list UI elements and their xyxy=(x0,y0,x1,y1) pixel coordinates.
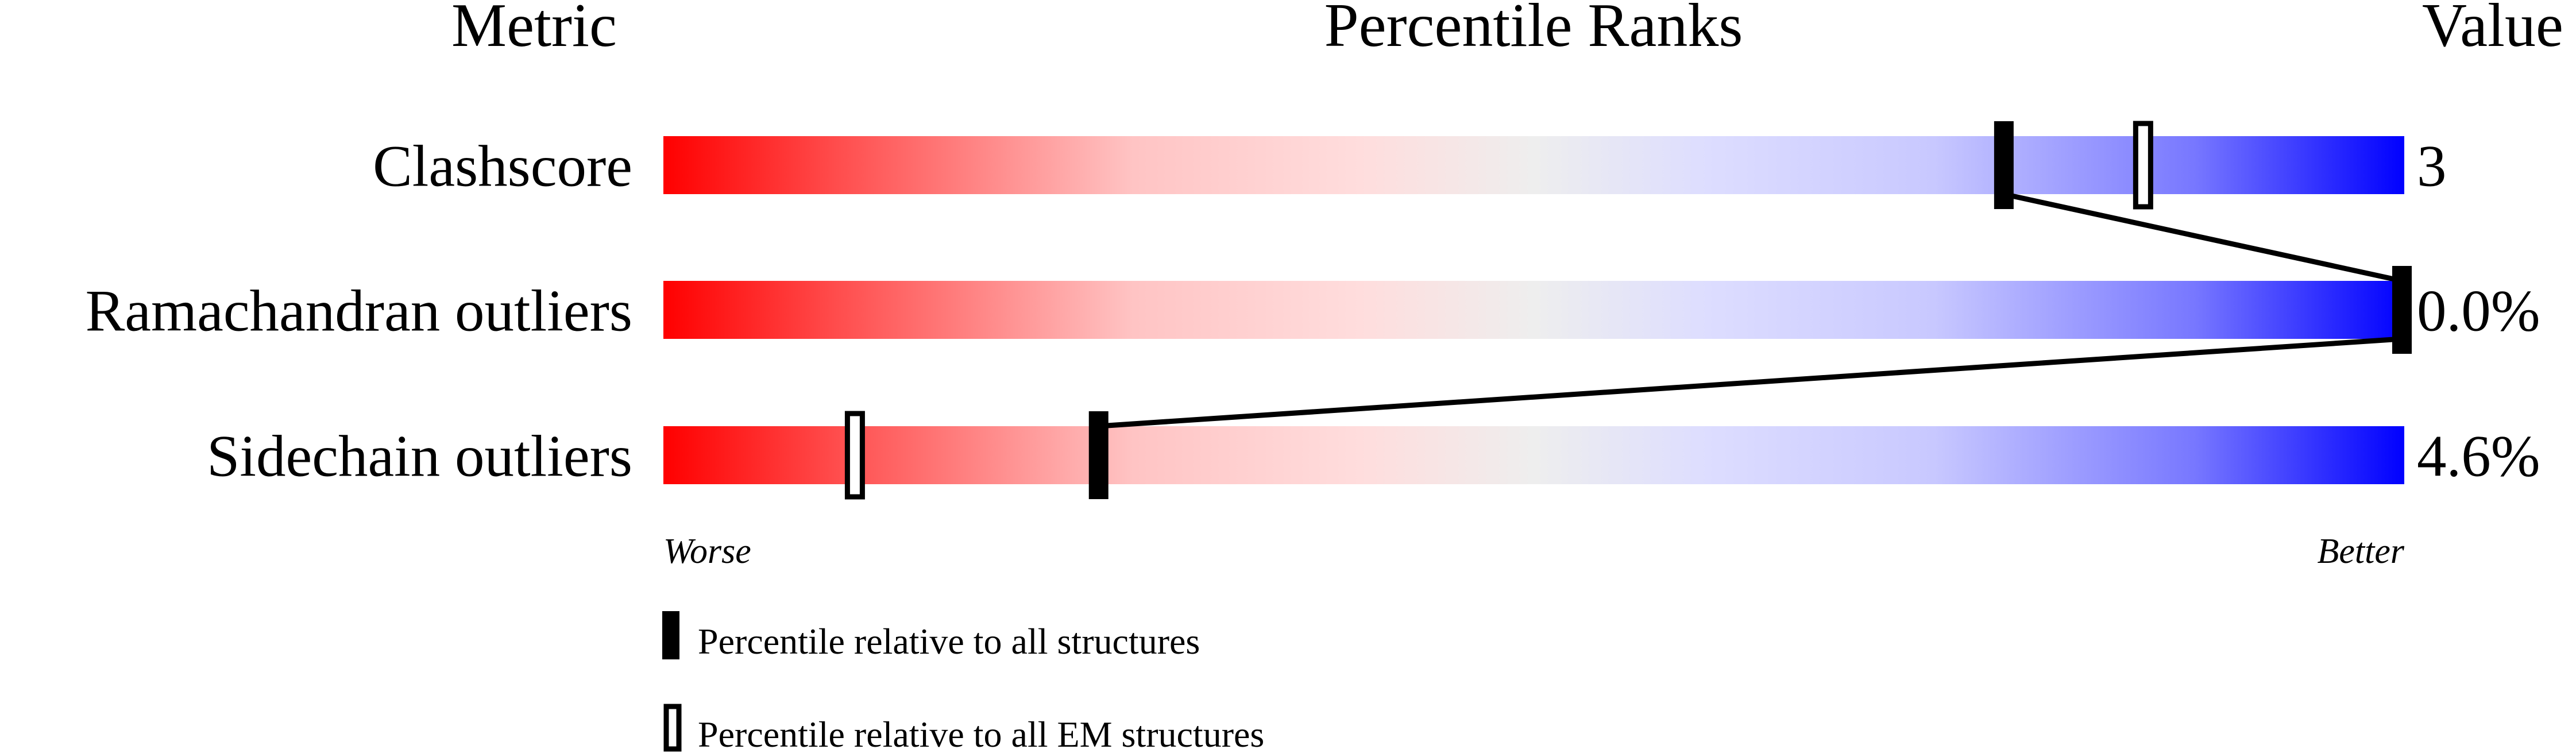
all-percentile-marker xyxy=(2392,266,2412,354)
all-percentile-marker xyxy=(1994,121,2014,209)
percentile-bar xyxy=(663,281,2404,339)
metric-label: Ramachandran outliers xyxy=(86,279,632,344)
legend-marker-all xyxy=(662,611,679,659)
em-percentile-marker xyxy=(2133,121,2153,210)
em-percentile-marker xyxy=(844,411,865,500)
axis-worse-label: Worse xyxy=(663,532,751,571)
all-percentile-marker xyxy=(1088,411,1109,499)
legend-marker-em xyxy=(663,704,682,752)
header-value: Value xyxy=(2422,0,2563,60)
metric-value: 4.6% xyxy=(2417,424,2540,489)
header-metric: Metric xyxy=(451,0,617,60)
connector-line xyxy=(1098,336,2403,429)
axis-better-label: Better xyxy=(2318,532,2405,571)
metric-value: 3 xyxy=(2417,134,2447,199)
percentile-bar xyxy=(663,426,2404,484)
legend-label-em: Percentile relative to all EM structures xyxy=(698,714,1264,753)
legend-label-all: Percentile relative to all structures xyxy=(698,621,1200,662)
metric-value: 0.0% xyxy=(2417,279,2540,344)
metric-label: Clashscore xyxy=(373,134,632,199)
metric-label: Sidechain outliers xyxy=(207,424,632,489)
header-percentile-ranks: Percentile Ranks xyxy=(1324,0,1743,60)
percentile-bar xyxy=(663,136,2404,194)
connector-line xyxy=(2003,191,2403,284)
